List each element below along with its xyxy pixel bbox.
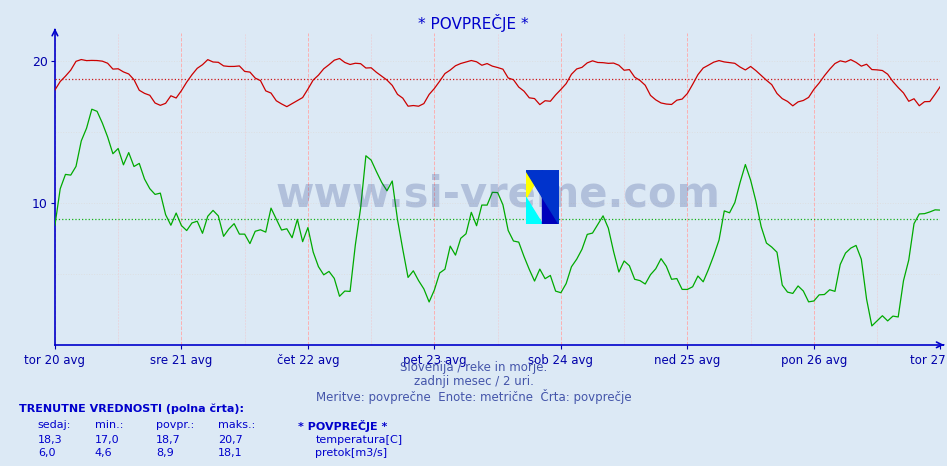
Text: povpr.:: povpr.: — [156, 420, 194, 430]
Text: 18,7: 18,7 — [156, 435, 181, 445]
Text: 17,0: 17,0 — [95, 435, 119, 445]
Text: 4,6: 4,6 — [95, 448, 113, 458]
Text: sedaj:: sedaj: — [38, 420, 71, 430]
Text: www.si-vreme.com: www.si-vreme.com — [276, 174, 720, 216]
Text: zadnji mesec / 2 uri.: zadnji mesec / 2 uri. — [414, 375, 533, 388]
Text: 18,3: 18,3 — [38, 435, 63, 445]
Text: 8,9: 8,9 — [156, 448, 174, 458]
Text: temperatura[C]: temperatura[C] — [315, 435, 402, 445]
Polygon shape — [543, 197, 559, 224]
Text: * POVPREČJE *: * POVPREČJE * — [419, 14, 528, 32]
Polygon shape — [526, 170, 543, 197]
Text: TRENUTNE VREDNOSTI (polna črta):: TRENUTNE VREDNOSTI (polna črta): — [19, 403, 244, 414]
Polygon shape — [526, 197, 543, 224]
Text: * POVPREČJE *: * POVPREČJE * — [298, 420, 387, 432]
Text: pretok[m3/s]: pretok[m3/s] — [315, 448, 387, 458]
Text: 6,0: 6,0 — [38, 448, 55, 458]
Text: maks.:: maks.: — [218, 420, 255, 430]
Text: Meritve: povprečne  Enote: metrične  Črta: povprečje: Meritve: povprečne Enote: metrične Črta:… — [315, 389, 632, 404]
Polygon shape — [526, 170, 559, 224]
Text: min.:: min.: — [95, 420, 123, 430]
Text: Slovenija / reke in morje.: Slovenija / reke in morje. — [400, 361, 547, 374]
Text: 18,1: 18,1 — [218, 448, 242, 458]
Polygon shape — [543, 170, 559, 197]
Text: 20,7: 20,7 — [218, 435, 242, 445]
